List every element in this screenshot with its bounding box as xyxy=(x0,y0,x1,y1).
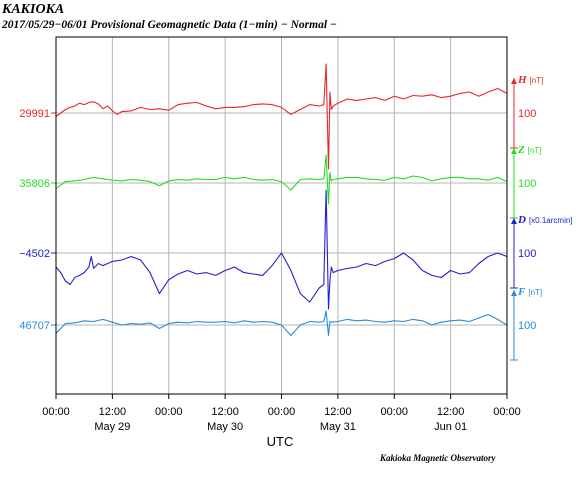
x-tick-label: 12:00 xyxy=(99,406,127,418)
day-label: Jun 01 xyxy=(434,421,467,433)
day-label: May 29 xyxy=(94,421,130,433)
component-unit-D: [x0.1arcmin] xyxy=(529,216,573,225)
series-line-H xyxy=(55,63,508,170)
baseline-label-H: 29991 xyxy=(19,108,50,120)
x-tick-label: 12:00 xyxy=(437,406,465,418)
chart-subtitle: 2017/05/29−06/01 Provisional Geomagnetic… xyxy=(2,19,337,31)
baseline-label-Z: 35806 xyxy=(19,178,50,190)
component-unit-Z: [nT] xyxy=(528,146,542,155)
component-label-F: F [nT] xyxy=(517,286,542,298)
component-name-D: D xyxy=(517,214,526,226)
series-line-D xyxy=(55,189,508,310)
component-label-Z: Z [nT] xyxy=(517,144,542,156)
component-label-D: D [x0.1arcmin] xyxy=(517,214,573,226)
series-line-F xyxy=(55,310,508,337)
axis-layer: 00:00 12:00 00:00 12:00 00:00 12:00 00:00 12:00… xyxy=(19,74,572,433)
scale-arrow-up-F xyxy=(511,290,517,296)
scale-value-F: 100 xyxy=(518,320,536,332)
x-tick-label: 12:00 xyxy=(211,406,239,418)
component-label-H: H [nT] xyxy=(517,74,543,86)
scale-arrow-up-Z xyxy=(511,148,517,154)
plot-frame xyxy=(55,36,508,395)
component-unit-H: [nT] xyxy=(530,76,544,85)
station-title: KAKIOKA xyxy=(2,2,65,17)
observatory-credit: Kakioka Magnetic Observatory xyxy=(380,453,496,463)
component-unit-F: [nT] xyxy=(528,288,542,297)
x-tick-label: 00:00 xyxy=(380,406,408,418)
scale-value-H: 100 xyxy=(518,108,536,120)
scale-value-D: 100 xyxy=(518,248,536,260)
series-layer xyxy=(55,63,508,337)
day-label: May 30 xyxy=(207,421,243,433)
scale-arrow-up-D xyxy=(511,218,517,224)
scale-value-Z: 100 xyxy=(518,178,536,190)
x-tick-label: 00:00 xyxy=(42,406,70,418)
baseline-label-D: −4502 xyxy=(19,248,50,260)
x-tick-label: 00:00 xyxy=(493,406,521,418)
series-line-Z xyxy=(55,154,508,205)
scale-arrow-up-H xyxy=(511,78,517,84)
x-tick-label: 12:00 xyxy=(324,406,352,418)
grid-layer xyxy=(56,37,507,394)
baseline-label-F: 46707 xyxy=(19,320,50,332)
component-name-Z: Z xyxy=(517,144,525,156)
x-tick-label: 00:00 xyxy=(268,406,296,418)
component-name-F: F xyxy=(517,286,526,298)
x-tick-label: 00:00 xyxy=(155,406,183,418)
component-name-H: H xyxy=(517,74,527,86)
x-axis-label: UTC xyxy=(267,434,294,449)
day-label: May 31 xyxy=(320,421,356,433)
